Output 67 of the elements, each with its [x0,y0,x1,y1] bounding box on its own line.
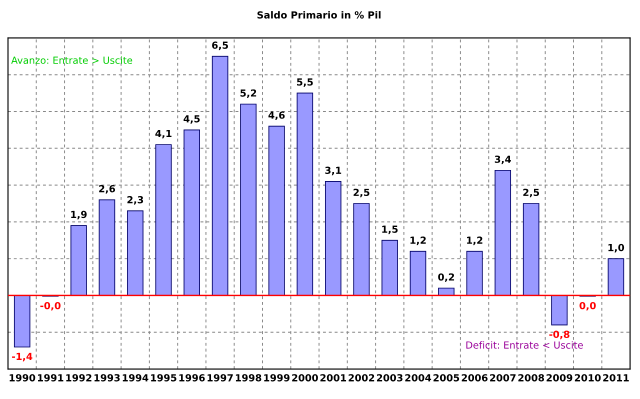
data-label: 4,6 [268,111,285,120]
data-label: 4,5 [184,115,200,124]
x-tick-label: 2001 [320,374,346,382]
bar [608,258,624,296]
data-label: 2,6 [99,185,116,194]
x-tick-label: 1993 [94,374,120,382]
data-label: 1,0 [608,244,624,252]
bar [98,199,116,296]
x-tick-label: 1994 [122,374,148,382]
annotation: Deficit: Entrate < Uscite [466,341,583,349]
data-label: 2,3 [127,196,144,205]
bar [494,170,512,296]
data-label: -1,4 [12,352,32,362]
data-label: 3,1 [325,166,342,176]
x-tick-label: 2010 [574,374,601,382]
x-tick-label: 1996 [179,374,205,382]
data-label: -0,0 [40,302,61,311]
x-tick-label: 2006 [462,374,488,382]
bar [14,295,30,348]
chart-title: Saldo Primario in % Pil [257,11,381,19]
data-label: 6,5 [212,42,228,50]
bar [382,240,398,296]
data-label: 1,2 [410,236,426,246]
x-tick-label: 1991 [38,374,64,382]
bar [127,210,144,296]
x-tick-label: 1992 [66,374,92,382]
x-tick-label: 2007 [490,374,516,382]
data-label: 1,2 [467,236,482,246]
bar [240,104,257,296]
bar [522,203,540,296]
bar [268,126,285,296]
data-label: 0,0 [580,302,596,311]
data-label: 5,2 [240,89,256,98]
bar [551,295,568,326]
data-label: 2,5 [523,188,540,198]
x-tick-label: 2002 [348,374,374,382]
bar [466,250,483,296]
x-tick-label: 2003 [376,374,402,382]
x-tick-label: 1995 [151,374,176,382]
bar [212,56,228,296]
data-label: 5,5 [297,78,313,87]
bar [155,144,172,296]
data-label: 2,5 [354,188,370,198]
x-tick-label: 2009 [546,374,572,382]
bar [410,250,426,296]
x-tick-label: 1998 [236,374,262,382]
bar [296,92,314,296]
data-label: 0,2 [438,273,454,282]
x-tick-label: 2004 [405,374,432,382]
data-label: 1,9 [71,210,87,220]
data-label: -0,8 [549,330,570,340]
x-tick-label: 1997 [208,374,233,382]
bar [70,225,87,296]
x-tick-label: 1999 [264,374,290,382]
x-tick-label: 2011 [603,374,629,382]
x-tick-label: 2005 [434,374,460,382]
bar [324,180,342,296]
data-label: 4,1 [155,130,172,138]
x-tick-label: 1990 [10,374,36,382]
annotation: Avanzo: Entrate > Uscite [11,56,132,64]
data-label: 3,4 [494,156,511,164]
x-tick-label: 2000 [292,374,318,382]
bar [438,288,454,296]
x-tick-label: 2008 [518,374,544,382]
bar [184,129,200,296]
bar [353,203,370,296]
data-label: 1,5 [382,226,398,234]
